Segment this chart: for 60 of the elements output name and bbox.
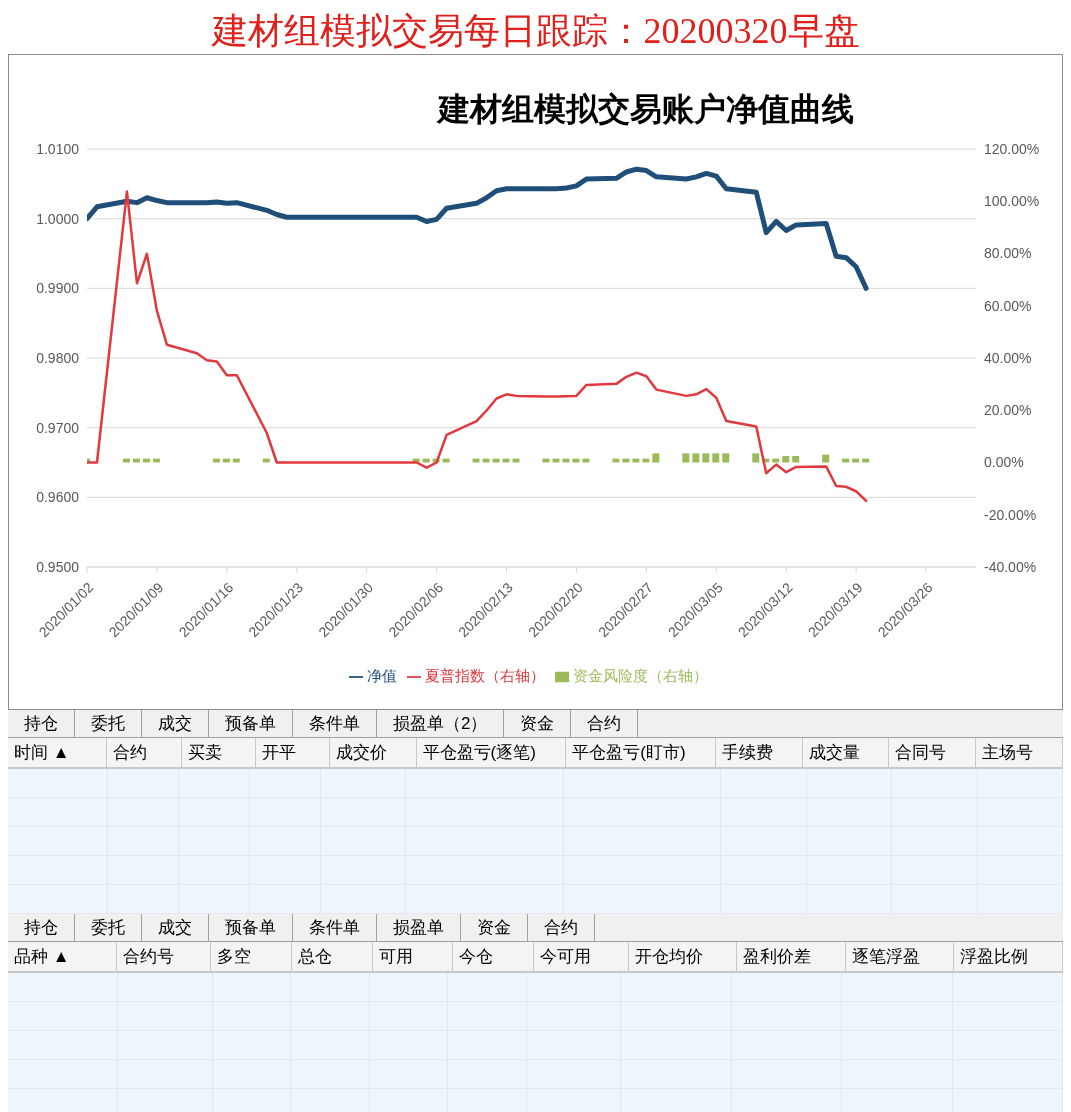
y-tick-label: 0.9500 [36, 558, 80, 575]
y-tick-label: 0.9700 [36, 419, 80, 436]
text: 委托 [75, 710, 142, 737]
category-label: 成交价 [329, 738, 417, 767]
text: 损盈单（2） [377, 710, 505, 737]
text: 预备单 [209, 710, 293, 737]
text: 合约 [571, 710, 639, 737]
chart-title: 建材组模拟交易每日跟踪：20200320早盘 [210, 10, 861, 53]
category-label: 逐笔浮盈 [845, 942, 955, 971]
category-label: 盈利价差 [737, 942, 846, 971]
text: 成交 [142, 914, 209, 941]
text: 持仓 [8, 710, 75, 737]
y2-tick-label: 80.00% [984, 245, 1032, 262]
y2-tick-label: -40.00% [984, 558, 1037, 575]
text: 合约 [528, 914, 595, 941]
category-label: 品种 ▲ [8, 942, 117, 971]
y2-tick-label: -20.00% [984, 506, 1037, 523]
y2-tick-label: 40.00% [984, 349, 1032, 366]
category-label: 买卖 [181, 738, 256, 767]
legend-label: 资金风险度（右轴） [573, 667, 708, 684]
category-label: 今仓 [453, 942, 535, 971]
text: 条件单 [293, 914, 377, 941]
category-label: 时间 ▲ [8, 738, 108, 767]
legend-label: 净值 [367, 667, 397, 684]
category-label: 合同号 [889, 738, 977, 767]
category-label: 合约 [107, 738, 182, 767]
y2-tick-label: 120.00% [984, 140, 1040, 157]
y-tick-label: 0.9900 [36, 280, 80, 297]
category-label: 开平 [255, 738, 330, 767]
category-label: 平仓盈亏(逐笔) [416, 738, 567, 767]
category-label: 多空 [211, 942, 292, 971]
text: 委托 [75, 914, 142, 941]
y-tick-label: 1.0000 [36, 210, 80, 227]
line-series [87, 190, 868, 503]
category-label: 可用 [372, 942, 454, 971]
text: 资金 [461, 914, 528, 941]
chart-subtitle: 建材组模拟交易账户净值曲线 [435, 90, 855, 129]
category-label: 成交量 [802, 738, 890, 767]
y2-tick-label: 100.00% [984, 193, 1040, 210]
category-label: 总仓 [291, 942, 373, 971]
text: 预备单 [209, 914, 293, 941]
legend-label: 夏普指数（右轴） [425, 667, 545, 684]
y-tick-label: 0.9600 [36, 489, 80, 506]
category-label: 开仓均价 [628, 942, 738, 971]
category-label: 主场号 [976, 738, 1063, 767]
text: 条件单 [293, 710, 377, 737]
category-label: 今可用 [534, 942, 629, 971]
y-tick-label: 0.9800 [36, 349, 80, 366]
category-label: 平仓盈亏(盯市) [566, 738, 716, 767]
y2-tick-label: 60.00% [984, 297, 1032, 314]
text: 持仓 [8, 914, 75, 941]
text: 损盈单 [377, 914, 461, 941]
text: 成交 [142, 710, 209, 737]
category-label: 手续费 [715, 738, 803, 767]
text: 资金 [504, 710, 572, 737]
y-tick-label: 1.0100 [36, 140, 80, 157]
y2-tick-label: 0.00% [984, 454, 1024, 471]
y2-tick-label: 20.00% [984, 402, 1032, 419]
category-label: 浮盈比例 [954, 942, 1063, 971]
category-label: 合约号 [116, 942, 212, 971]
